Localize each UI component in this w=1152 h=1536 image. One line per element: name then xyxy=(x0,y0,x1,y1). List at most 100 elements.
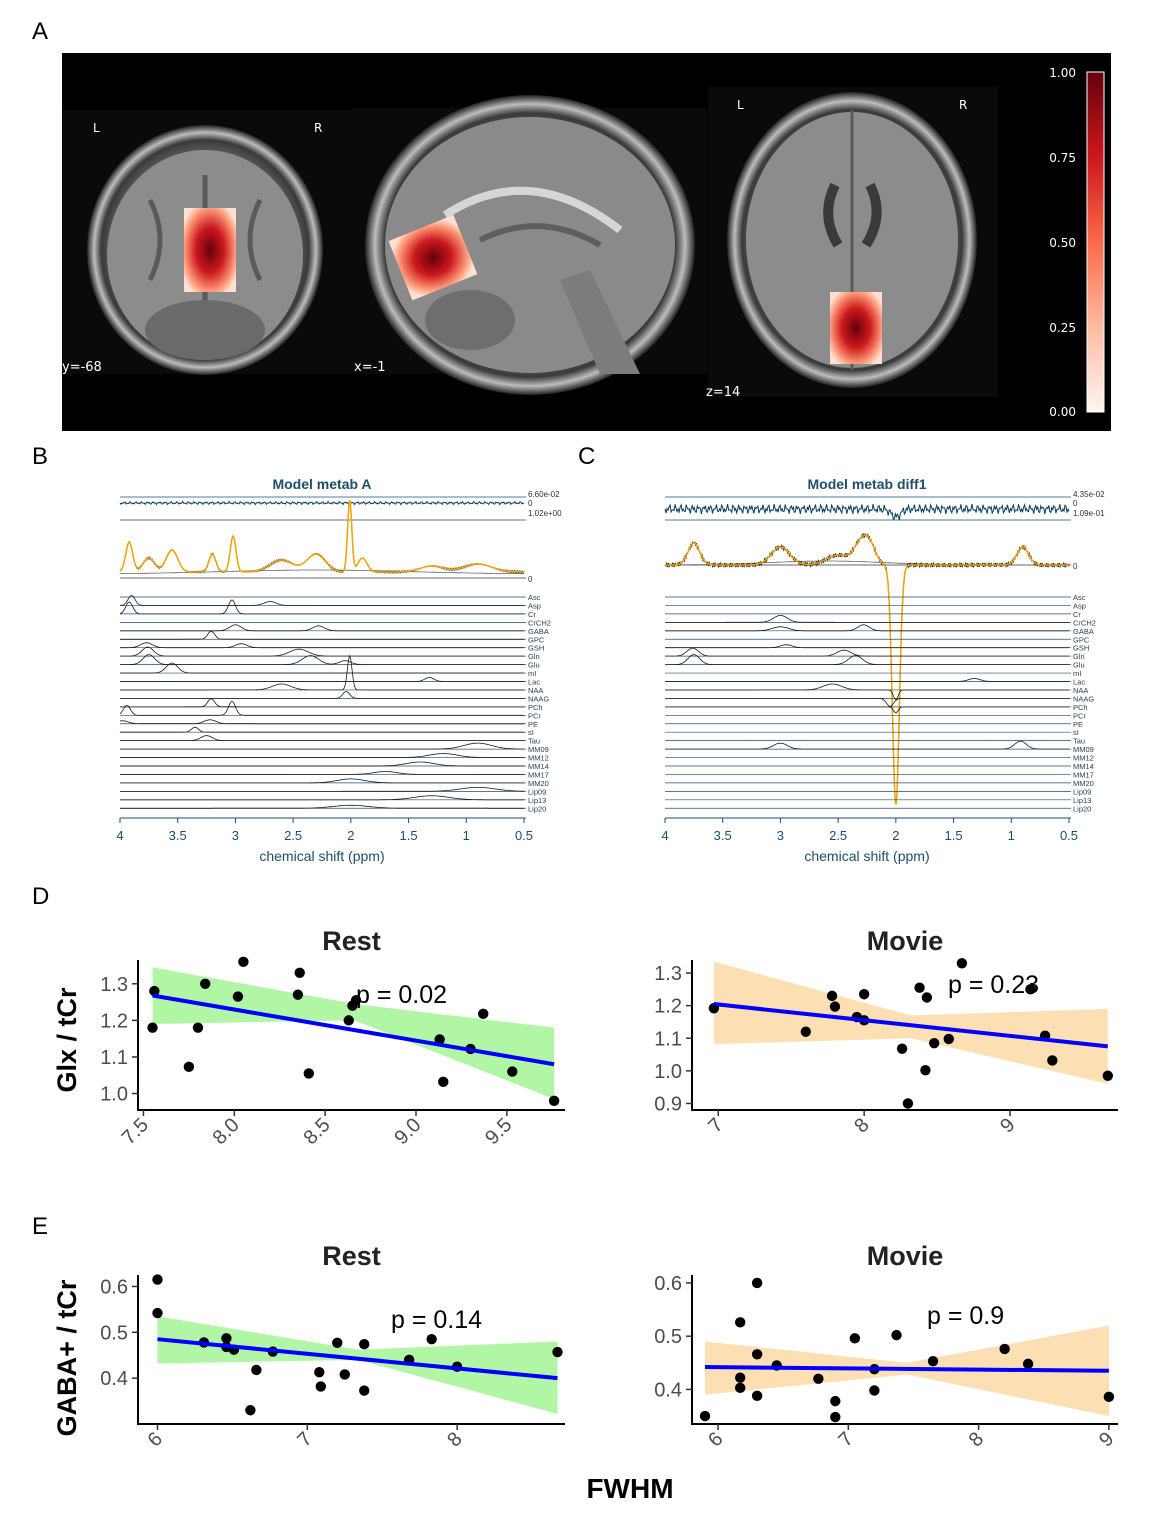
data-point xyxy=(896,1043,908,1054)
metabolite-label: NAA xyxy=(528,686,543,695)
spectrum-data xyxy=(119,499,525,574)
data-point xyxy=(826,990,838,1002)
fit-max-label: 1.02e+00 xyxy=(528,509,562,518)
sagittal-coord: x=-1 xyxy=(354,360,386,375)
metabolite-basis-trace xyxy=(665,654,1069,665)
y-tick-label: 0.9 xyxy=(654,1093,682,1115)
metabolite-label: GABA xyxy=(1073,627,1094,636)
data-point xyxy=(303,1068,314,1079)
data-point xyxy=(858,989,870,1000)
metabolite-basis-trace xyxy=(120,662,524,674)
y-tick-label: 1.1 xyxy=(100,1047,128,1069)
panel-letter-b: B xyxy=(32,443,48,470)
metabolite-basis-trace xyxy=(120,735,524,741)
spectrum-x-tick-label: 0.5 xyxy=(515,828,533,843)
data-point xyxy=(552,1346,563,1358)
residual-trace xyxy=(664,502,1070,521)
metabolite-label: Tau xyxy=(528,737,540,746)
x-tick-label: 6 xyxy=(704,1428,727,1451)
p-value-annotation: p = 0.23 xyxy=(948,971,1039,999)
data-point xyxy=(332,1337,343,1349)
panel-e-rest-scatter: 0.4 0.5 0.6 6 7 8 Rest p = 0.14 xyxy=(100,1241,565,1451)
data-point xyxy=(902,1098,914,1109)
data-point xyxy=(294,967,305,979)
data-point xyxy=(314,1366,325,1378)
x-tick-label: 9 xyxy=(1095,1428,1118,1451)
fit-zero-label: 0 xyxy=(1073,562,1078,571)
data-point xyxy=(507,1066,518,1077)
x-tick-label: 9 xyxy=(996,1114,1019,1137)
metabolite-label: NAA xyxy=(1073,686,1088,695)
data-point xyxy=(152,1274,163,1285)
y-tick-label: 1.3 xyxy=(654,963,682,985)
data-point xyxy=(1102,1070,1113,1081)
confidence-band xyxy=(157,1316,558,1414)
metabolite-basis-trace xyxy=(665,624,1069,632)
metabolite-label: Lip20 xyxy=(528,804,546,813)
spectrum-x-tick-label: 1.5 xyxy=(400,828,418,843)
y-tick-label: 1.0 xyxy=(100,1084,128,1106)
panel-title: Rest xyxy=(322,926,381,956)
data-point xyxy=(438,1076,449,1088)
metabolite-label: NAAG xyxy=(1073,694,1094,703)
metabolite-label: Asc xyxy=(528,593,541,602)
colorbar-tick: 1.00 xyxy=(1049,66,1076,80)
metabolite-label: PCr xyxy=(528,711,541,720)
metabolite-label: Cr xyxy=(1073,610,1081,619)
metabolite-basis-trace xyxy=(120,726,524,733)
axial-orient-right: R xyxy=(959,98,967,112)
metabolite-label: MM20 xyxy=(1073,779,1094,788)
spectrum-x-tick-label: 2.5 xyxy=(829,828,847,843)
colorbar-tick: 0.50 xyxy=(1049,236,1076,250)
panel-title: Movie xyxy=(867,1241,944,1271)
metabolite-basis-trace xyxy=(120,642,524,649)
spectrum-x-tick-label: 2.5 xyxy=(284,828,302,843)
y-tick-label: 1.2 xyxy=(654,996,682,1018)
data-point xyxy=(735,1317,746,1328)
data-point xyxy=(927,1356,939,1367)
x-tick-label: 7 xyxy=(704,1114,727,1137)
x-tick-label: 6 xyxy=(144,1428,167,1451)
data-point xyxy=(192,1022,204,1033)
row-d-ylabel: Glx / tCr xyxy=(52,987,82,1093)
data-point xyxy=(813,1373,824,1384)
data-point xyxy=(245,1405,256,1416)
spectrum-x-tick-label: 3.5 xyxy=(169,828,187,843)
x-tick-label: 8.0 xyxy=(209,1114,244,1149)
y-tick-label: 1.0 xyxy=(654,1061,682,1083)
regression-line xyxy=(152,993,555,1067)
data-point xyxy=(751,1390,763,1401)
colorbar-tick: 0.00 xyxy=(1049,405,1076,419)
panel-d-rest-scatter: 1.0 1.1 1.2 1.3 7.5 8.0 8.5 9.0 9.5 Rest p = 0.02 xyxy=(100,926,565,1149)
data-point xyxy=(147,1022,158,1033)
data-point xyxy=(232,991,244,1002)
data-point xyxy=(914,982,925,993)
metabolite-label: MM12 xyxy=(528,754,549,763)
metabolite-basis-trace xyxy=(119,719,524,725)
metabolite-basis-trace xyxy=(120,624,524,632)
panel-e-movie-scatter: 0.4 0.5 0.6 6 7 8 9 Movie p = 0.9 xyxy=(654,1241,1118,1451)
metabolite-label: CrCH2 xyxy=(528,618,551,627)
x-tick-label: 7.5 xyxy=(118,1114,153,1149)
data-point xyxy=(699,1410,711,1422)
metabolite-label: PE xyxy=(1073,720,1083,729)
panel-c-spectrum-fit: Model metab diff14.35e-0201.09e-010AscAs… xyxy=(661,476,1105,864)
metabolite-label: Lip09 xyxy=(1073,787,1091,796)
regression-line xyxy=(713,1002,1109,1049)
metabolite-basis-trace xyxy=(665,740,1069,750)
data-point xyxy=(956,958,968,969)
metabolite-label: PCh xyxy=(1073,703,1088,712)
metabolite-basis-trace xyxy=(665,615,1069,623)
spectrum-x-tick-label: 3 xyxy=(777,828,784,843)
metabolite-basis-trace xyxy=(120,690,524,699)
metabolite-basis-trace xyxy=(120,742,524,750)
data-point xyxy=(1025,984,1036,995)
metabolite-label: Asp xyxy=(1073,601,1086,610)
metabolite-label: MM14 xyxy=(1073,762,1094,771)
axial-coord: z=14 xyxy=(706,385,740,400)
data-point xyxy=(800,1026,811,1037)
metabolite-label: sI xyxy=(528,728,534,737)
metabolite-basis-trace xyxy=(120,761,524,767)
spectrum-title: Model metab A xyxy=(272,476,371,492)
